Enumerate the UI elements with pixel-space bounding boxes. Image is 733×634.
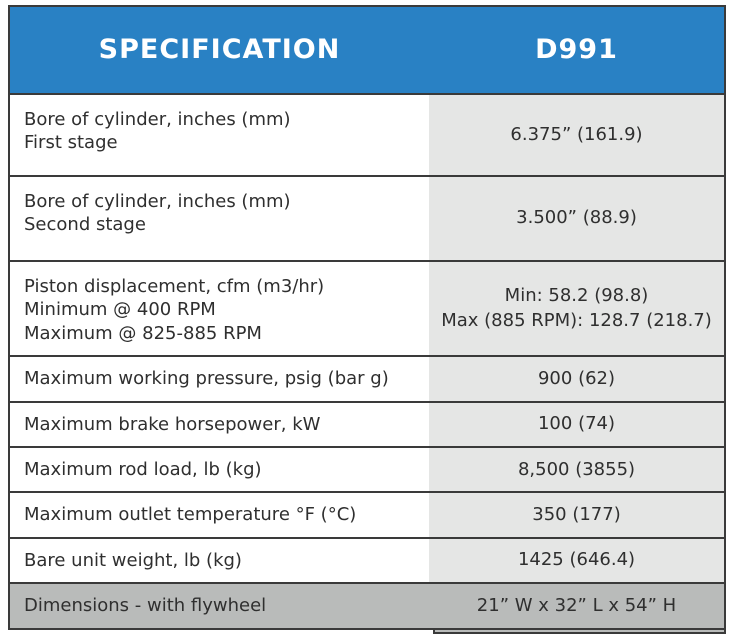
table-row-bore-second-stage: Bore of cylinder, inches (mm) Second sta… (10, 175, 724, 260)
spec-cell: Maximum rod load, lb (kg) (24, 458, 262, 480)
value-cell: 21” W x 32” L x 54” H (429, 584, 724, 628)
table-row-bore-first-stage: Bore of cylinder, inches (mm) First stag… (10, 93, 724, 175)
table-row-working-pressure: Maximum working pressure, psig (bar g) 9… (10, 355, 724, 401)
spec-cell: Bare unit weight, lb (kg) (24, 549, 242, 571)
value-cell: Min: 58.2 (98.8) Max (885 RPM): 128.7 (2… (429, 262, 724, 356)
spec-cell: Bore of cylinder, inches (mm) First stag… (24, 109, 291, 154)
spec-cell: Dimensions - with flywheel (10, 584, 429, 628)
spec-cell: Maximum working pressure, psig (bar g) (24, 368, 389, 390)
value-cell: 900 (62) (429, 357, 724, 401)
spec-cell: Bore of cylinder, inches (mm) Second sta… (24, 191, 291, 236)
specification-column-header: SPECIFICATION (98, 34, 341, 66)
table-row-outlet-temperature: Maximum outlet temperature °F (°C) 350 (… (10, 491, 724, 537)
value-column-overhang (433, 629, 726, 634)
value-cell: 3.500” (88.9) (429, 177, 724, 260)
value-cell: 100 (74) (429, 402, 724, 446)
spec-cell: Maximum brake horsepower, kW (24, 413, 321, 435)
table-row-brake-horsepower: Maximum brake horsepower, kW 100 (74) (10, 400, 724, 446)
spec-cell: Maximum outlet temperature °F (°C) (24, 504, 357, 526)
table-row-piston-displacement: Piston displacement, cfm (m3/hr) Minimum… (10, 260, 724, 356)
spec-cell: Piston displacement, cfm (m3/hr) Minimum… (24, 276, 325, 344)
value-cell: 350 (177) (429, 493, 724, 537)
value-cell: 8,500 (3855) (429, 447, 724, 492)
table-row-dimensions: Dimensions - with flywheel 21” W x 32” L… (10, 582, 724, 628)
model-column-header: D991 (535, 34, 618, 66)
value-cell: 6.375” (161.9) (429, 95, 724, 175)
spec-table-wrap: SPECIFICATION D991 Bore of cylinder, inc… (8, 5, 726, 634)
value-cell: 1425 (646.4) (429, 538, 724, 583)
table-row-bare-unit-weight: Bare unit weight, lb (kg) 1425 (646.4) (10, 536, 724, 583)
specification-table: SPECIFICATION D991 Bore of cylinder, inc… (8, 5, 726, 630)
table-row-rod-load: Maximum rod load, lb (kg) 8,500 (3855) (10, 445, 724, 492)
table-header-row: SPECIFICATION D991 (10, 7, 724, 93)
